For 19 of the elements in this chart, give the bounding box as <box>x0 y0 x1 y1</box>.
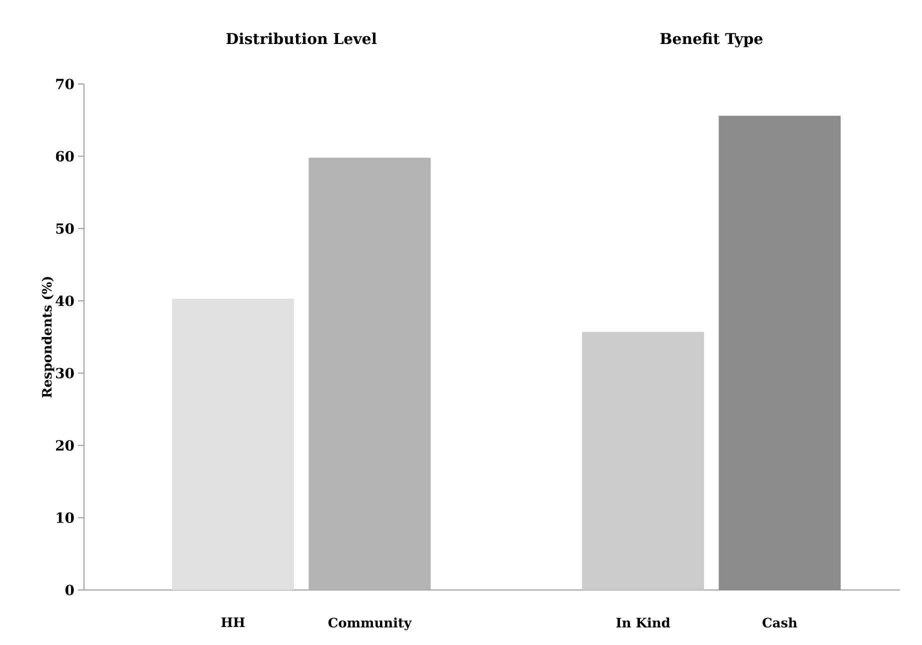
y-tick-label: 70 <box>56 78 74 90</box>
x-tick-label: Community <box>328 618 412 630</box>
y-tick-label: 40 <box>56 296 74 306</box>
bar <box>308 158 431 590</box>
y-tick-label: 60 <box>56 150 74 162</box>
y-tick-label: 0 <box>65 584 74 596</box>
y-axis-title: Respondents (%) <box>42 277 54 398</box>
x-tick-label: In Kind <box>616 618 670 628</box>
y-tick-label: 20 <box>56 440 74 451</box>
y-tick-label: 50 <box>56 223 74 234</box>
x-tick-label: HH <box>221 618 245 627</box>
y-tick-label: 10 <box>56 512 74 523</box>
text: Benefit Type <box>660 32 763 48</box>
bar <box>718 116 841 590</box>
text: Distribution Level <box>226 32 377 44</box>
bar <box>172 298 294 590</box>
bar <box>582 332 704 590</box>
y-tick-label: 30 <box>56 368 74 378</box>
x-tick-label: Cash <box>762 618 798 628</box>
